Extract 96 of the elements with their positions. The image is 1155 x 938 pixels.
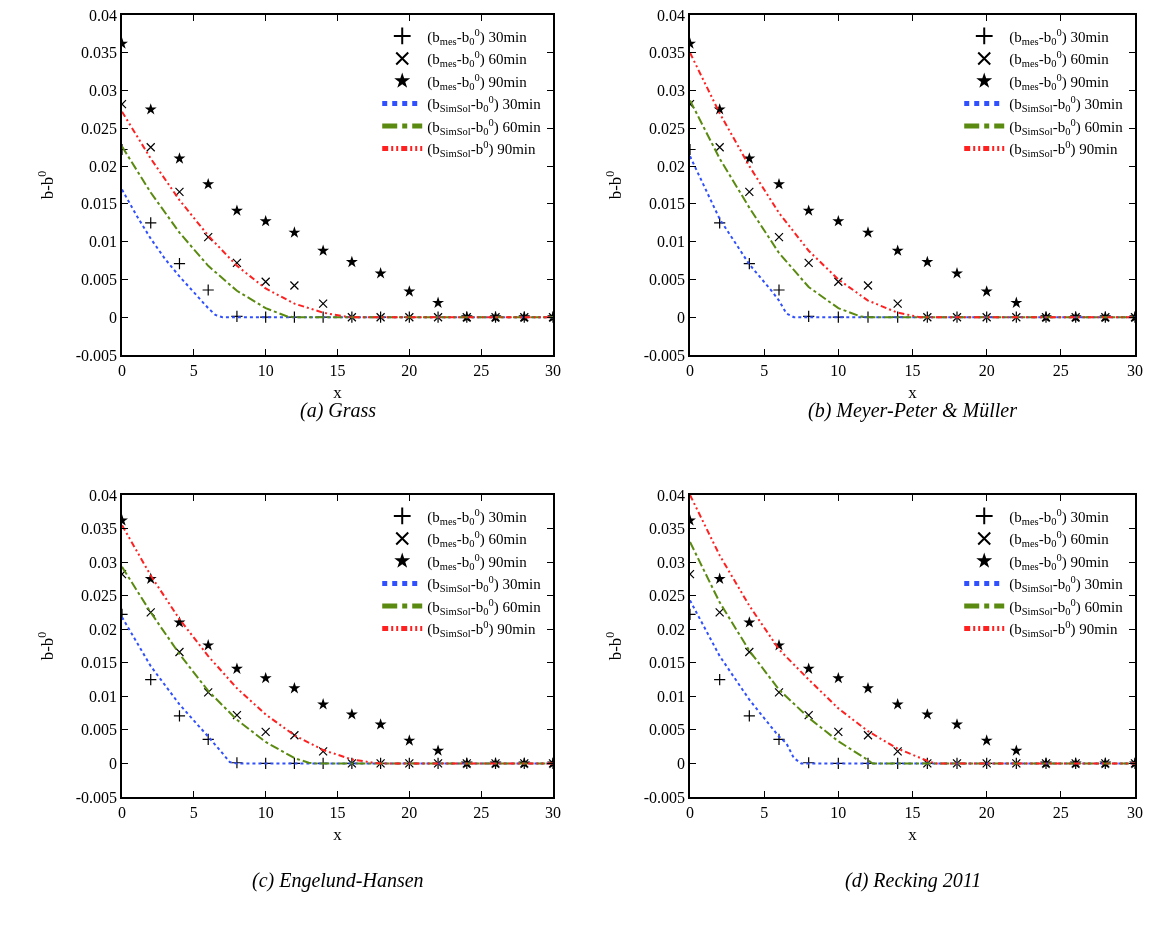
legend-label: (b$_{SimSol}$-b$^{0}$) 90min [427,138,536,160]
x-tick-label: 10 [830,361,847,379]
legend-label: (b$_{mes}$-b$_{0}$$^{0}$) 60min [427,48,528,70]
y-tick-label: 0 [677,755,686,773]
y-tick-label: 0.03 [89,82,118,100]
x-tick-label: 10 [257,361,274,379]
legend-label: (b$_{mes}$-b$_{0}$$^{0}$) 90min [1009,551,1110,572]
y-tick-label: 0.005 [649,721,686,739]
legend-label: (b$_{SimSol}$-b$_{0}$$^{0}$) 60min [427,116,542,137]
x-tick-label: 15 [904,361,921,379]
y-tick-label: 0.035 [81,520,118,538]
y-tick-label: 0.005 [649,271,686,289]
legend-label: (b$_{SimSol}$-b$_{0}$$^{0}$) 30min [1009,93,1124,115]
legend-label: (b$_{mes}$-b$_{0}$$^{0}$) 60min [1009,48,1110,70]
y-tick-label: 0.02 [657,620,686,638]
y-tick-label: 0.015 [649,195,686,213]
legend-label: (b$_{mes}$-b$_{0}$$^{0}$) 30min [427,26,528,47]
y-tick-label: 0.01 [89,687,118,705]
legend-label: (b$_{SimSol}$-b$_{0}$$^{0}$) 30min [427,93,542,115]
x-axis-title: x [908,824,918,844]
legend-label: (b$_{mes}$-b$_{0}$$^{0}$) 60min [1009,528,1110,550]
y-tick-label: 0 [109,308,118,326]
y-tick-label: -0.005 [643,788,686,806]
legend-label: (b$_{SimSol}$-b$_{0}$$^{0}$) 30min [427,573,542,595]
x-tick-label: 15 [329,803,346,821]
x-tick-label: 15 [329,361,346,379]
x-axis-title: x [908,382,918,402]
x-tick-label: 25 [1052,361,1069,379]
y-tick-label: 0.01 [657,687,686,705]
x-tick-label: 20 [978,803,995,821]
y-tick-label: 0.03 [89,553,118,571]
x-tick-label: 5 [189,361,198,379]
legend-label: (b$_{mes}$-b$_{0}$$^{0}$) 30min [1009,26,1110,47]
x-tick-label: 10 [830,803,847,821]
y-tick-label: 0.015 [81,195,118,213]
y-tick-label: 0.04 [89,6,118,24]
legend-label: (b$_{SimSol}$-b$^{0}$) 90min [1009,138,1118,160]
legend-label: (b$_{mes}$-b$_{0}$$^{0}$) 30min [427,506,528,527]
y-tick-label: 0.025 [649,119,686,137]
x-tick-label: 25 [1052,803,1069,821]
y-tick-label: 0.025 [81,587,118,605]
y-tick-label: 0.01 [89,233,118,251]
y-tick-label: 0.005 [81,271,118,289]
y-tick-label: 0.03 [657,553,686,571]
text: (c) Engelund-Hansen [252,869,424,892]
text: (d) Recking 2011 [845,869,982,892]
legend-label: (b$_{SimSol}$-b$_{0}$$^{0}$) 60min [1009,596,1124,617]
y-tick-label: 0.02 [89,157,118,175]
y-tick-label: 0.035 [649,520,686,538]
legend-label: (b$_{mes}$-b$_{0}$$^{0}$) 90min [427,71,528,92]
y-tick-label: 0.02 [89,620,118,638]
legend-label: (b$_{SimSol}$-b$^{0}$) 90min [1009,618,1118,640]
y-tick-label: 0.005 [81,721,118,739]
y-tick-label: 0.04 [657,6,686,24]
legend-label: (b$_{SimSol}$-b$_{0}$$^{0}$) 30min [1009,573,1124,595]
y-tick-label: 0.015 [649,654,686,672]
x-axis-title: x [333,824,343,844]
x-tick-label: 25 [473,803,490,821]
legend-label: (b$_{mes}$-b$_{0}$$^{0}$) 60min [427,528,528,550]
y-tick-label: 0.035 [649,44,686,62]
x-tick-label: 30 [1127,361,1143,379]
y-tick-label: 0.025 [649,587,686,605]
y-tick-label: 0.02 [657,157,686,175]
x-tick-label: 20 [978,361,995,379]
legend-label: (b$_{mes}$-b$_{0}$$^{0}$) 90min [1009,71,1110,92]
y-tick-label: 0.025 [81,119,118,137]
x-axis-title: x [333,382,343,402]
x-tick-label: 5 [760,361,769,379]
legend-label: (b$_{SimSol}$-b$_{0}$$^{0}$) 60min [427,596,542,617]
y-tick-label: -0.005 [643,346,686,364]
legend-label: (b$_{SimSol}$-b$_{0}$$^{0}$) 60min [1009,116,1124,137]
x-tick-label: 15 [904,803,921,821]
x-tick-label: 25 [473,361,490,379]
y-tick-label: 0.03 [657,82,686,100]
x-tick-label: 30 [545,803,561,821]
y-tick-label: 0 [109,755,118,773]
legend-label: (b$_{SimSol}$-b$^{0}$) 90min [427,618,536,640]
y-tick-label: 0 [677,308,686,326]
text: (b) Meyer-Peter & Müller [808,399,1018,422]
legend-label: (b$_{mes}$-b$_{0}$$^{0}$) 30min [1009,506,1110,527]
x-tick-label: 30 [1127,803,1143,821]
y-tick-label: 0.015 [81,654,118,672]
x-tick-label: 10 [257,803,274,821]
legend-label: (b$_{mes}$-b$_{0}$$^{0}$) 90min [427,551,528,572]
y-tick-label: 0.035 [81,44,118,62]
x-tick-label: 20 [401,803,418,821]
y-tick-label: 0.04 [89,486,118,504]
y-tick-label: 0.01 [657,233,686,251]
x-tick-label: 20 [401,361,418,379]
x-tick-label: 30 [545,361,561,379]
y-tick-label: -0.005 [75,346,118,364]
x-tick-label: 5 [760,803,769,821]
x-tick-label: 5 [189,803,198,821]
y-tick-label: 0.04 [657,486,686,504]
text: (a) Grass [300,399,377,422]
y-tick-label: -0.005 [75,788,118,806]
